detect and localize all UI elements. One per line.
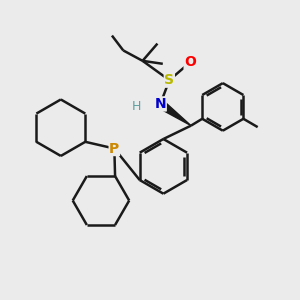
Text: H: H — [132, 100, 141, 113]
Text: P: P — [109, 142, 119, 155]
Text: S: S — [164, 73, 174, 87]
Text: N: N — [154, 97, 166, 111]
Text: O: O — [184, 55, 196, 69]
Polygon shape — [158, 100, 191, 126]
